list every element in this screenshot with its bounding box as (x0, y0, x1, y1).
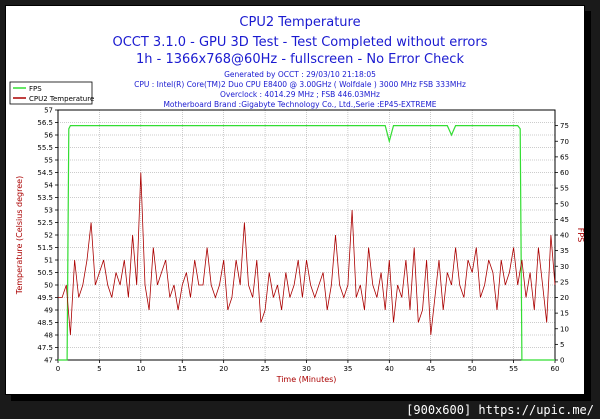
watermark: [900x600] https://upic.me/ (404, 403, 596, 417)
y-left-tick-label: 56.5 (37, 119, 53, 127)
x-tick-label: 15 (178, 365, 187, 373)
x-tick-label: 5 (97, 365, 101, 373)
info-line-cpu: CPU : Intel(R) Core(TM)2 Duo CPU E8400 @… (134, 80, 466, 89)
y-right-tick-label: 30 (560, 263, 569, 271)
x-axis-label: Time (Minutes) (276, 375, 337, 384)
y-right-tick-label: 10 (560, 325, 569, 333)
y-right-tick-label: 20 (560, 294, 569, 302)
y-right-tick-label: 35 (560, 247, 569, 255)
series-line-fps (58, 124, 555, 361)
y-left-tick-label: 53.5 (37, 194, 53, 202)
series-layer (58, 124, 556, 361)
x-tick-label: 55 (509, 365, 518, 373)
chart-panel (5, 5, 585, 395)
y-right-tick-label: 45 (560, 216, 569, 224)
info-line-generated: Generated by OCCT : 29/03/10 21:18:05 (224, 70, 376, 79)
y-right-tick-label: 75 (560, 122, 569, 130)
y-left-tick-label: 57 (44, 107, 53, 115)
legend-label-temp: CPU2 Temperature (29, 95, 94, 103)
y-right-tick-label: 70 (560, 138, 569, 146)
chart-titles: CPU2 Temperature OCCT 3.1.0 - GPU 3D Tes… (112, 15, 487, 109)
y-left-tick-label: 51.5 (37, 244, 53, 252)
y-left-tick-label: 51 (44, 257, 53, 265)
legend-label-fps: FPS (29, 85, 42, 93)
y-left-tick-label: 52 (44, 232, 53, 240)
y-right-tick-label: 5 (560, 341, 564, 349)
y-right-ticks: 0 5 10 15 20 25 30 35 40 45 50 55 60 65 70 75 (555, 122, 569, 365)
y-right-tick-label: 15 (560, 310, 569, 318)
x-tick-label: 50 (468, 365, 477, 373)
y-left-tick-label: 55.5 (37, 144, 53, 152)
y-right-tick-label: 65 (560, 153, 569, 161)
x-tick-label: 0 (56, 365, 60, 373)
y-left-tick-label: 54 (44, 182, 53, 190)
x-tick-label: 30 (302, 365, 311, 373)
info-line-motherboard: Motherboard Brand :Gigabyte Technology C… (163, 100, 436, 109)
y-left-tick-label: 54.5 (37, 169, 53, 177)
chart-subtitle-2: 1h - 1366x768@60Hz - fullscreen - No Err… (136, 52, 464, 67)
y-left-tick-label: 55 (44, 157, 53, 165)
y-right-axis-label: FPS (576, 228, 585, 243)
frame-shadow-bottom (11, 395, 591, 401)
x-tick-label: 35 (343, 365, 352, 373)
chart-subtitle-1: OCCT 3.1.0 - GPU 3D Test - Test Complete… (112, 35, 487, 50)
y-left-tick-label: 53 (44, 207, 53, 215)
x-tick-label: 45 (426, 365, 435, 373)
legend-box (9, 81, 93, 105)
y-right-tick-label: 50 (560, 200, 569, 208)
y-left-tick-label: 49 (44, 307, 53, 315)
y-left-tick-label: 50.5 (37, 269, 53, 277)
legend: FPS CPU2 Temperature (9, 81, 94, 105)
y-left-tick-label: 47 (44, 357, 53, 365)
y-left-tick-label: 56 (44, 132, 53, 140)
chart-title: CPU2 Temperature (239, 15, 360, 30)
y-left-tick-label: 49.5 (37, 294, 53, 302)
x-tick-label: 10 (136, 365, 145, 373)
info-line-overclock: Overclock : 4014.29 MHz ; FSB 446.03MHz (220, 90, 380, 99)
y-left-ticks: 47 47.5 48 48.5 49 49.5 50 50.5 51 51.5 52 52.5 53 53… (37, 107, 58, 365)
x-tick-label: 20 (219, 365, 228, 373)
y-right-tick-label: 40 (560, 232, 569, 240)
y-left-tick-label: 50 (44, 282, 53, 290)
y-left-tick-label: 47.5 (37, 344, 53, 352)
y-left-axis-label: Temperature (Celsius degree) (15, 176, 24, 295)
x-ticks: 0 5 10 15 20 25 30 35 40 45 50 55 60 (56, 360, 560, 373)
x-tick-label: 60 (551, 365, 560, 373)
series-line-cpu2-temperature (58, 172, 556, 336)
y-left-tick-label: 48.5 (37, 319, 53, 327)
y-left-tick-label: 52.5 (37, 219, 53, 227)
y-right-tick-label: 25 (560, 278, 569, 286)
x-tick-label: 25 (261, 365, 270, 373)
y-right-tick-label: 0 (560, 357, 564, 365)
y-left-tick-label: 48 (44, 332, 53, 340)
y-right-tick-label: 55 (560, 185, 569, 193)
x-tick-label: 40 (385, 365, 394, 373)
frame-shadow-right (585, 11, 591, 401)
y-right-tick-label: 60 (560, 169, 569, 177)
